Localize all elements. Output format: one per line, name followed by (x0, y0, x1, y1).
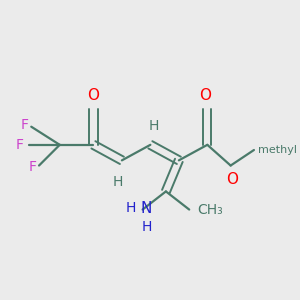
Text: H: H (126, 201, 136, 215)
Text: H: H (141, 220, 152, 234)
Text: methyl: methyl (258, 145, 297, 155)
Text: F: F (28, 160, 36, 174)
Text: N: N (141, 201, 152, 216)
Text: H: H (149, 119, 159, 133)
Text: CH₃: CH₃ (197, 202, 223, 217)
Text: F: F (16, 138, 23, 152)
Text: O: O (199, 88, 211, 104)
Text: O: O (87, 88, 99, 104)
Text: F: F (21, 118, 29, 132)
Text: O: O (226, 172, 238, 187)
Text: H: H (113, 175, 123, 189)
